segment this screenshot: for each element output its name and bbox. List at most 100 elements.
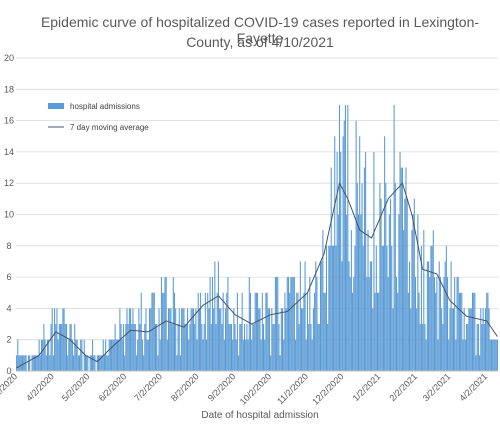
hospital-admission-bar — [244, 324, 246, 371]
hospital-admission-bar — [375, 245, 377, 371]
hospital-admission-bar — [429, 277, 431, 371]
hospital-admission-bar — [200, 292, 202, 371]
hospital-admission-bar — [153, 292, 155, 371]
hospital-admission-bar — [349, 277, 351, 371]
legend-label-hospital-admissions: hospital admissions — [70, 102, 140, 111]
hospital-admission-bar — [428, 261, 430, 371]
hospital-admission-bar — [83, 339, 85, 371]
hospital-admission-bar — [196, 339, 198, 371]
hospital-admission-bar — [479, 355, 481, 371]
x-tick-label: 8/2/2020 — [169, 371, 201, 403]
hospital-admission-bar — [378, 292, 380, 371]
hospital-admission-bar — [420, 245, 422, 371]
legend-label-moving-average: 7 day moving average — [70, 123, 149, 132]
hospital-admission-bar — [130, 308, 132, 371]
hospital-admission-bar — [447, 277, 449, 371]
hospital-admission-bar — [303, 292, 305, 371]
y-tick-label: 6 — [6, 272, 11, 282]
hospital-admission-bar — [116, 339, 119, 371]
hospital-admission-bar — [267, 308, 269, 371]
hospital-admission-bar — [240, 324, 242, 371]
hospital-admission-bar — [329, 245, 331, 371]
hospital-admission-bar — [138, 308, 140, 371]
x-tick-label: 7/2/2020 — [132, 371, 164, 403]
hospital-admission-bar — [406, 198, 408, 371]
hospital-admission-bar — [348, 261, 350, 371]
hospital-admission-bar — [87, 355, 89, 371]
hospital-admission-bar — [334, 136, 336, 371]
hospital-admission-bar — [299, 261, 301, 371]
hospital-admission-bar — [425, 339, 427, 371]
hospital-admission-bar — [145, 308, 147, 371]
hospital-admission-bar — [390, 198, 392, 371]
y-tick-label: 4 — [6, 303, 11, 313]
hospital-admission-bar — [69, 324, 71, 371]
hospital-admission-bar — [166, 339, 168, 371]
hospital-admission-bar — [368, 277, 370, 371]
hospital-admission-bar — [493, 339, 495, 371]
hospital-admission-bar — [458, 292, 460, 371]
hospital-admission-bar — [233, 308, 235, 371]
hospital-admission-bar — [297, 292, 299, 371]
hospital-admission-bar — [176, 355, 178, 371]
hospital-admission-bar — [342, 136, 344, 371]
hospital-admission-bar — [172, 277, 174, 371]
hospital-admission-bar — [367, 230, 369, 371]
hospital-admission-bar — [93, 355, 95, 371]
hospital-admission-bar — [360, 214, 362, 371]
hospital-admission-bar — [203, 324, 205, 371]
hospital-admission-bar — [115, 339, 117, 371]
hospital-admission-bar — [468, 308, 470, 371]
hospital-admission-bar — [461, 292, 463, 371]
hospital-admission-bar — [448, 339, 450, 371]
hospital-admission-bar — [206, 339, 208, 371]
hospital-admission-bar — [125, 324, 127, 371]
hospital-admission-bar — [78, 355, 81, 371]
hospital-admission-bar — [128, 308, 130, 371]
hospital-admission-bar — [474, 292, 476, 371]
hospital-admission-bar — [350, 230, 352, 371]
x-axis-title: Date of hospital admission — [201, 410, 318, 421]
hospital-admission-bar — [154, 324, 157, 371]
hospital-admission-bar — [374, 292, 376, 371]
hospital-admission-bar — [363, 167, 365, 371]
hospital-admission-bar — [159, 339, 161, 371]
hospital-admission-bar — [490, 339, 493, 371]
hospital-admission-bar — [257, 292, 259, 371]
hospital-admission-bar — [436, 277, 438, 371]
hospital-admission-bar — [259, 308, 261, 371]
hospital-admission-bar — [260, 339, 262, 371]
hospital-admission-bar — [353, 277, 355, 371]
hospital-admission-bar — [343, 120, 345, 371]
hospital-admission-bar — [220, 308, 222, 371]
x-tick-label: 6/2/2020 — [97, 371, 129, 403]
hospital-admission-bar — [56, 308, 58, 371]
hospital-admission-bar — [58, 324, 60, 371]
hospital-admission-bar — [59, 324, 62, 371]
hospital-admission-bar — [42, 339, 44, 371]
hospital-admission-bar — [208, 308, 210, 371]
hospital-admission-bar — [312, 308, 314, 371]
hospital-admission-bar — [410, 308, 412, 371]
hospital-admission-bar — [179, 355, 181, 371]
hospital-admission-bar — [169, 308, 171, 371]
hospital-admission-bar — [109, 339, 111, 371]
hospital-admission-bar — [284, 292, 286, 371]
hospital-admission-bar — [239, 324, 241, 371]
hospital-admission-bar — [431, 245, 433, 371]
x-tick-label: 4/2/2021 — [457, 371, 489, 403]
hospital-admission-bar — [418, 292, 420, 371]
hospital-admission-bar — [211, 277, 214, 371]
hospital-admission-bar — [450, 261, 452, 371]
hospital-admission-bar — [422, 324, 424, 371]
hospital-admission-bar — [223, 339, 225, 371]
hospital-admission-bar — [31, 355, 33, 371]
hospital-admission-bar — [90, 355, 92, 371]
hospital-admission-bar — [424, 324, 426, 371]
hospital-admission-bar — [187, 308, 189, 371]
hospital-admission-bar — [229, 324, 231, 371]
hospital-admission-bar — [92, 339, 94, 371]
hospital-admission-bar — [225, 308, 227, 371]
hospital-admission-bar — [289, 292, 291, 371]
